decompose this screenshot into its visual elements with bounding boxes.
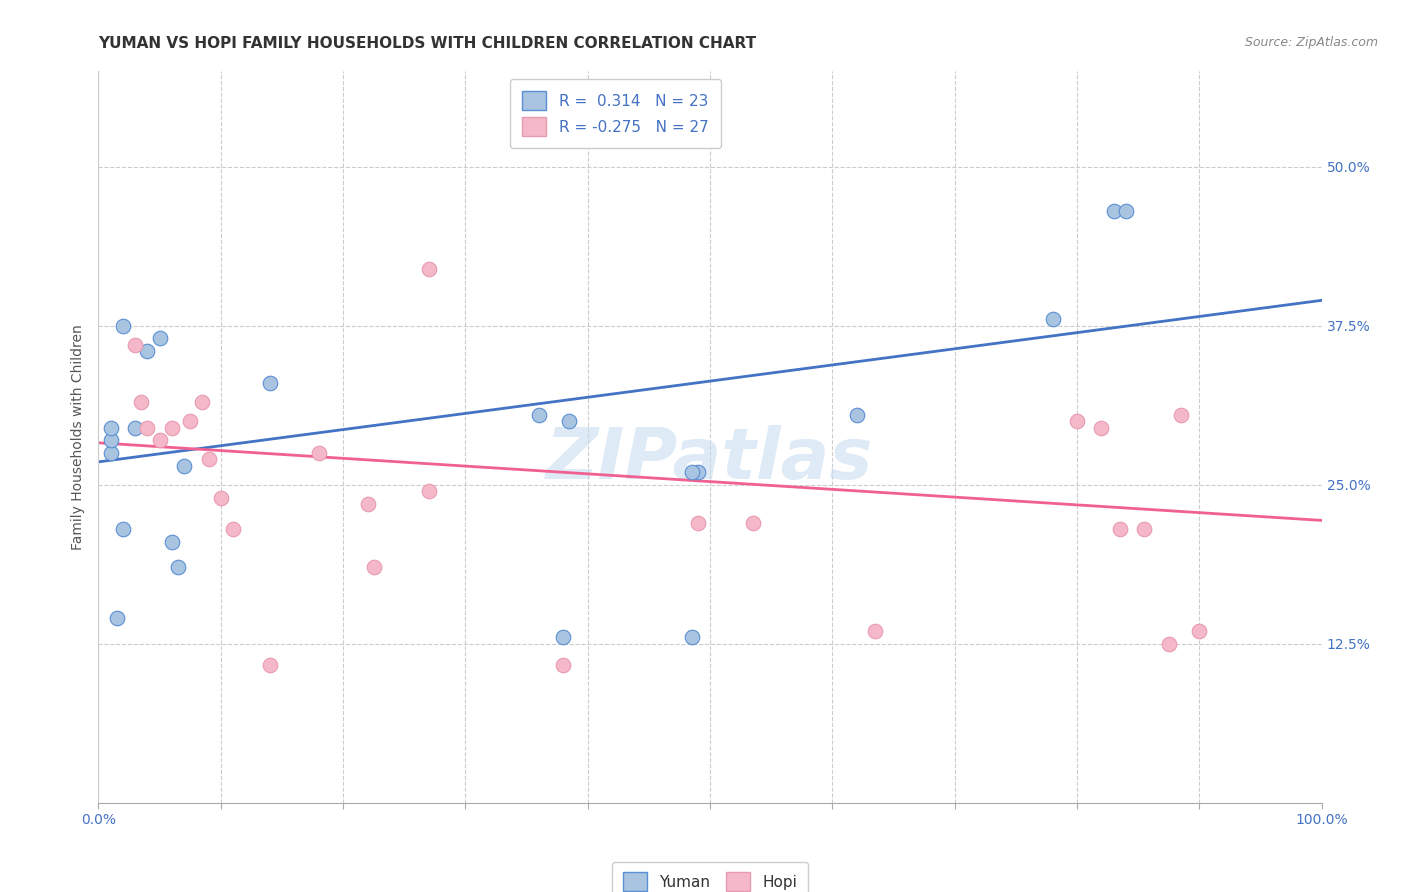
Point xyxy=(681,631,703,645)
Point xyxy=(111,522,134,536)
Text: YUMAN VS HOPI FAMILY HOUSEHOLDS WITH CHILDREN CORRELATION CHART: YUMAN VS HOPI FAMILY HOUSEHOLDS WITH CHI… xyxy=(98,36,756,51)
Point xyxy=(167,560,190,574)
Point xyxy=(111,318,134,333)
Point xyxy=(1066,414,1088,428)
Point xyxy=(179,414,201,428)
Point xyxy=(686,516,709,530)
Point xyxy=(1102,204,1125,219)
Point xyxy=(160,535,183,549)
Point xyxy=(100,434,122,448)
Point xyxy=(197,452,219,467)
Point xyxy=(149,331,172,345)
Point xyxy=(681,465,703,479)
Point xyxy=(363,560,385,574)
Point xyxy=(124,420,146,434)
Point xyxy=(356,497,378,511)
Point xyxy=(1188,624,1211,638)
Point xyxy=(418,484,440,499)
Point xyxy=(527,408,550,422)
Y-axis label: Family Households with Children: Family Households with Children xyxy=(72,324,86,550)
Point xyxy=(105,611,128,625)
Point xyxy=(845,408,868,422)
Point xyxy=(1115,204,1137,219)
Point xyxy=(191,395,214,409)
Point xyxy=(100,420,122,434)
Point xyxy=(418,261,440,276)
Point xyxy=(1170,408,1192,422)
Point xyxy=(308,446,330,460)
Point xyxy=(100,446,122,460)
Point xyxy=(136,420,159,434)
Point xyxy=(124,338,146,352)
Point xyxy=(259,658,281,673)
Point xyxy=(1090,420,1112,434)
Point xyxy=(741,516,763,530)
Point xyxy=(1133,522,1156,536)
Point xyxy=(149,434,172,448)
Point xyxy=(553,658,575,673)
Point xyxy=(136,344,159,359)
Point xyxy=(558,414,581,428)
Point xyxy=(863,624,886,638)
Text: Source: ZipAtlas.com: Source: ZipAtlas.com xyxy=(1244,36,1378,49)
Point xyxy=(160,420,183,434)
Point xyxy=(553,631,575,645)
Point xyxy=(1042,312,1064,326)
Point xyxy=(259,376,281,390)
Point xyxy=(1157,637,1180,651)
Point xyxy=(209,491,232,505)
Text: ZIPatlas: ZIPatlas xyxy=(547,425,873,493)
Legend: Yuman, Hopi: Yuman, Hopi xyxy=(612,862,808,892)
Point xyxy=(173,458,195,473)
Point xyxy=(222,522,245,536)
Point xyxy=(686,465,709,479)
Point xyxy=(129,395,152,409)
Point xyxy=(1108,522,1130,536)
